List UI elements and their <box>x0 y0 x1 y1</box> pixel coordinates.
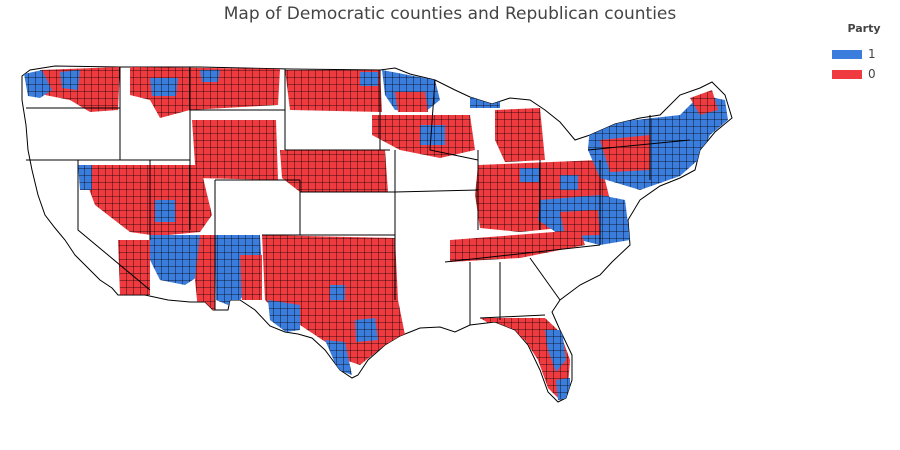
legend-item-democratic[interactable]: 1 <box>830 44 898 64</box>
county-region-republican[interactable] <box>40 67 120 112</box>
legend-swatch-red <box>832 69 862 79</box>
county-region-democratic[interactable] <box>355 318 378 342</box>
county-region-republican[interactable] <box>285 70 382 112</box>
county-region-democratic[interactable] <box>420 125 445 145</box>
legend-item-republican[interactable]: 0 <box>830 64 898 84</box>
county-region-republican[interactable] <box>560 210 600 236</box>
state-borders <box>26 67 691 325</box>
county-region-democratic[interactable] <box>520 168 540 182</box>
legend-label: 1 <box>868 47 876 61</box>
county-region-democratic[interactable] <box>268 300 300 332</box>
county-region-republican[interactable] <box>118 240 150 295</box>
county-region-republican[interactable] <box>495 108 545 162</box>
county-region-republican[interactable] <box>395 92 428 112</box>
chart-title: Map of Democratic counties and Republica… <box>223 4 677 24</box>
county-region-democratic[interactable] <box>360 72 378 86</box>
county-region-democratic[interactable] <box>330 285 345 300</box>
county-region-democratic[interactable] <box>215 235 262 305</box>
county-region-republican[interactable] <box>450 230 585 262</box>
county-region-republican[interactable] <box>192 120 278 180</box>
county-region-republican[interactable] <box>80 165 212 236</box>
legend-label: 0 <box>868 67 876 81</box>
legend: Party 1 0 <box>830 22 898 84</box>
county-region-democratic[interactable] <box>60 70 80 90</box>
county-region-democratic[interactable] <box>560 175 578 190</box>
county-region-democratic[interactable] <box>325 340 352 375</box>
county-region-democratic[interactable] <box>78 165 92 190</box>
county-region-republican[interactable] <box>280 150 388 192</box>
legend-title: Party <box>847 22 881 35</box>
county-region-democratic[interactable] <box>150 235 205 285</box>
county-region-republican[interactable] <box>690 90 718 115</box>
county-region-republican[interactable] <box>195 235 215 310</box>
county-region-republican[interactable] <box>600 135 650 172</box>
county-region-democratic[interactable] <box>150 78 178 96</box>
county-region-democratic[interactable] <box>545 330 566 372</box>
county-region-democratic[interactable] <box>556 378 570 400</box>
county-region-democratic[interactable] <box>200 70 220 82</box>
county-region-democratic[interactable] <box>24 70 52 98</box>
legend-swatch-blue <box>832 49 862 59</box>
county-region-democratic[interactable] <box>155 200 175 222</box>
county-region-republican[interactable] <box>240 255 262 300</box>
